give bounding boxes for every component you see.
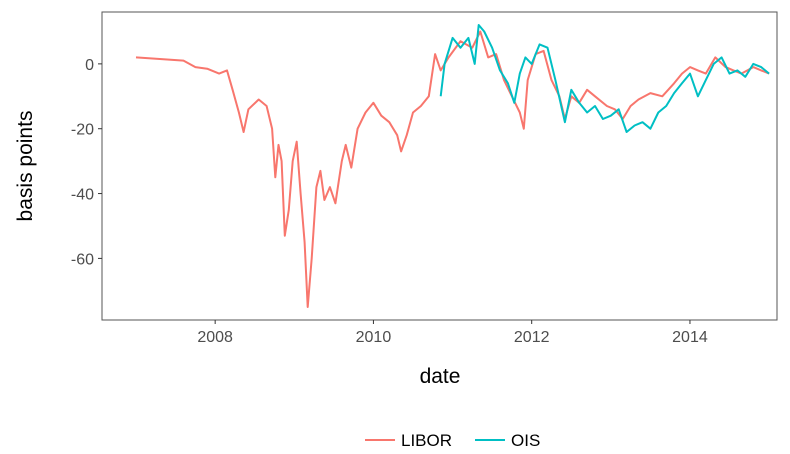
x-axis-title: date	[420, 365, 461, 388]
x-tick-label: 2012	[514, 329, 550, 346]
y-tick-label: -20	[71, 122, 94, 139]
x-tick-label: 2010	[356, 329, 392, 346]
y-tick-label: -40	[71, 187, 94, 204]
x-tick-label: 2014	[672, 329, 708, 346]
series-line	[135, 30, 770, 308]
series-line	[439, 24, 770, 133]
legend-label: OIS	[511, 431, 540, 450]
y-tick-label: 0	[85, 57, 94, 74]
x-tick-label: 2008	[197, 329, 233, 346]
y-tick-label: -60	[71, 251, 94, 268]
y-axis-title: basis points	[14, 111, 37, 222]
plot-frame	[101, 11, 778, 321]
legend-label: LIBOR	[401, 431, 452, 450]
